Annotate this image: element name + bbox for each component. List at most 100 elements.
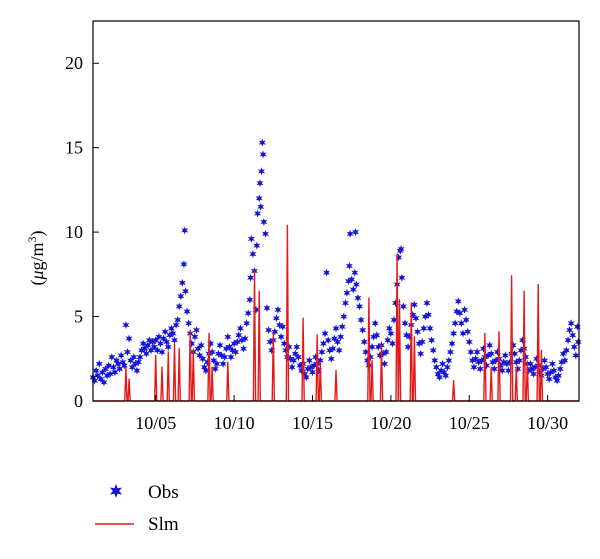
obs-point — [207, 339, 215, 348]
obs-point — [120, 361, 128, 370]
x-axis: 10/05 10/10 10/15 10/20 10/25 10/30 — [135, 395, 568, 433]
legend-label-obs: Obs — [148, 482, 179, 503]
x-tick-label: 10/25 — [449, 413, 490, 433]
x-tick-label: 10/05 — [135, 413, 176, 433]
obs-point — [236, 324, 244, 333]
obs-point — [203, 358, 211, 367]
obs-point — [431, 356, 439, 365]
obs-point — [341, 299, 349, 308]
obs-point — [135, 358, 142, 367]
obs-point — [519, 336, 527, 345]
obs-point — [356, 302, 363, 311]
obs-point — [534, 361, 542, 370]
obs-point — [211, 364, 219, 373]
obs-point — [490, 364, 498, 373]
obs-point — [181, 226, 189, 235]
obs-point — [227, 353, 235, 362]
obs-point — [445, 356, 453, 365]
obs-point — [548, 359, 556, 368]
obs-point — [265, 326, 273, 335]
obs-point — [161, 327, 169, 336]
obs-point — [277, 332, 285, 341]
obs-point — [177, 292, 185, 301]
obs-point — [392, 299, 400, 308]
obs-point — [259, 150, 267, 159]
obs-point — [440, 368, 448, 377]
obs-point — [301, 369, 309, 378]
obs-point — [506, 358, 514, 367]
obs-point — [420, 324, 428, 333]
obs-point — [116, 364, 124, 373]
obs-point — [261, 229, 269, 238]
obs-point — [279, 322, 287, 331]
obs-point — [371, 319, 379, 328]
obs-point — [486, 341, 494, 350]
obs-point — [147, 346, 155, 355]
obs-point — [247, 234, 255, 243]
obs-point — [142, 349, 150, 358]
obs-point — [335, 346, 343, 355]
y-axis-label: (μg/m3) — [25, 230, 48, 285]
obs-point — [352, 228, 360, 237]
obs-point — [536, 368, 544, 377]
obs-point — [425, 310, 432, 319]
obs-point — [337, 332, 345, 341]
obs-point — [573, 322, 581, 331]
obs-point — [105, 361, 113, 370]
obs-point — [182, 287, 189, 296]
obs-point — [470, 363, 478, 372]
obs-point — [216, 341, 224, 350]
obs-point — [404, 342, 412, 351]
obs-point — [450, 329, 458, 338]
obs-point — [127, 356, 135, 365]
obs-point — [354, 293, 362, 302]
obs-point — [345, 261, 353, 270]
obs-point — [100, 378, 108, 387]
obs-point — [119, 358, 127, 367]
obs-point — [271, 327, 279, 336]
obs-point — [188, 339, 196, 348]
obs-point — [185, 319, 193, 328]
x-tick-label: 10/15 — [292, 413, 333, 433]
obs-point — [258, 138, 266, 147]
obs-point — [109, 363, 117, 372]
obs-point — [221, 353, 229, 362]
obs-point — [368, 342, 376, 351]
obs-point — [268, 346, 276, 355]
obs-point — [210, 356, 218, 365]
obs-point — [113, 356, 120, 365]
obs-point — [412, 314, 420, 323]
obs-point — [246, 295, 254, 304]
obs-point — [174, 315, 182, 324]
obs-point — [252, 305, 260, 314]
obs-point — [255, 194, 263, 203]
obs-point — [180, 260, 188, 269]
obs-point — [504, 366, 512, 375]
obs-point — [346, 229, 354, 238]
obs-point — [487, 349, 495, 358]
obs-point — [541, 356, 548, 365]
obs-point — [401, 319, 409, 328]
obs-point — [128, 363, 136, 372]
obs-point — [439, 359, 447, 368]
obs-point — [381, 359, 389, 368]
obs-point — [429, 346, 437, 355]
obs-point — [553, 376, 561, 385]
obs-point — [98, 368, 106, 377]
obs-point — [312, 353, 320, 362]
obs-point — [302, 373, 310, 382]
obs-point — [478, 356, 486, 365]
obs-point — [183, 307, 191, 316]
obs-point — [294, 353, 302, 362]
obs-point — [133, 366, 141, 375]
obs-point — [479, 344, 487, 353]
obs-point — [178, 278, 186, 287]
obs-point — [196, 351, 204, 360]
obs-point — [522, 353, 530, 362]
obs-point — [91, 376, 99, 385]
obs-point — [340, 312, 348, 321]
obs-point — [324, 336, 332, 345]
obs-point — [382, 348, 390, 357]
obs-point — [122, 321, 130, 329]
